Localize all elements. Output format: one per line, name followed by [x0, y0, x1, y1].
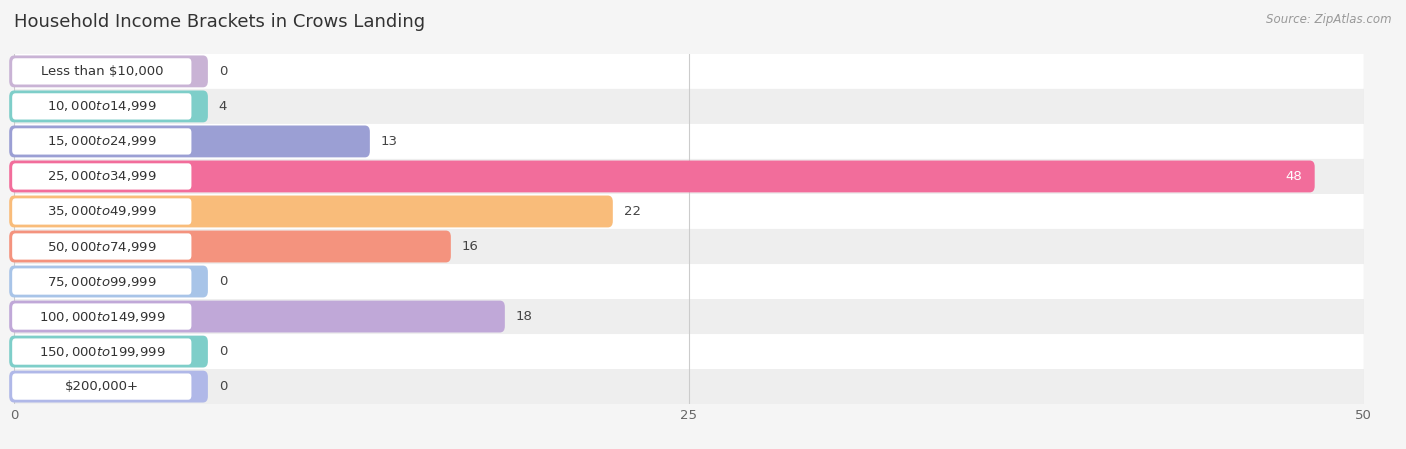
Text: 16: 16 [461, 240, 478, 253]
FancyBboxPatch shape [13, 93, 191, 119]
FancyBboxPatch shape [13, 233, 191, 260]
FancyBboxPatch shape [13, 58, 191, 84]
FancyBboxPatch shape [10, 266, 208, 297]
FancyBboxPatch shape [14, 264, 1364, 299]
FancyBboxPatch shape [13, 374, 191, 400]
Text: Source: ZipAtlas.com: Source: ZipAtlas.com [1267, 13, 1392, 26]
Text: 48: 48 [1285, 170, 1302, 183]
Text: Less than $10,000: Less than $10,000 [41, 65, 163, 78]
FancyBboxPatch shape [13, 269, 191, 295]
Text: Household Income Brackets in Crows Landing: Household Income Brackets in Crows Landi… [14, 13, 425, 31]
Text: $10,000 to $14,999: $10,000 to $14,999 [46, 99, 156, 114]
Text: $50,000 to $74,999: $50,000 to $74,999 [46, 239, 156, 254]
FancyBboxPatch shape [10, 161, 1315, 192]
FancyBboxPatch shape [10, 301, 505, 332]
Text: 13: 13 [381, 135, 398, 148]
Text: 22: 22 [624, 205, 641, 218]
Text: 0: 0 [219, 380, 226, 393]
Text: $200,000+: $200,000+ [65, 380, 139, 393]
FancyBboxPatch shape [13, 163, 191, 189]
Text: 0: 0 [219, 345, 226, 358]
FancyBboxPatch shape [14, 299, 1364, 334]
Text: 18: 18 [516, 310, 533, 323]
FancyBboxPatch shape [13, 198, 191, 224]
Text: $35,000 to $49,999: $35,000 to $49,999 [46, 204, 156, 219]
FancyBboxPatch shape [13, 339, 191, 365]
Text: $15,000 to $24,999: $15,000 to $24,999 [46, 134, 156, 149]
FancyBboxPatch shape [14, 334, 1364, 369]
Text: 4: 4 [219, 100, 226, 113]
Text: $75,000 to $99,999: $75,000 to $99,999 [46, 274, 156, 289]
FancyBboxPatch shape [14, 159, 1364, 194]
FancyBboxPatch shape [10, 126, 370, 157]
Text: $25,000 to $34,999: $25,000 to $34,999 [46, 169, 156, 184]
FancyBboxPatch shape [14, 89, 1364, 124]
FancyBboxPatch shape [10, 371, 208, 402]
FancyBboxPatch shape [10, 196, 613, 227]
Text: 0: 0 [219, 275, 226, 288]
FancyBboxPatch shape [14, 124, 1364, 159]
Text: 0: 0 [219, 65, 226, 78]
FancyBboxPatch shape [13, 128, 191, 154]
FancyBboxPatch shape [10, 56, 208, 87]
FancyBboxPatch shape [14, 229, 1364, 264]
FancyBboxPatch shape [13, 304, 191, 330]
FancyBboxPatch shape [14, 369, 1364, 404]
FancyBboxPatch shape [14, 54, 1364, 89]
FancyBboxPatch shape [10, 91, 208, 122]
FancyBboxPatch shape [14, 194, 1364, 229]
Text: $150,000 to $199,999: $150,000 to $199,999 [38, 344, 165, 359]
FancyBboxPatch shape [10, 231, 451, 262]
FancyBboxPatch shape [10, 336, 208, 367]
Text: $100,000 to $149,999: $100,000 to $149,999 [38, 309, 165, 324]
